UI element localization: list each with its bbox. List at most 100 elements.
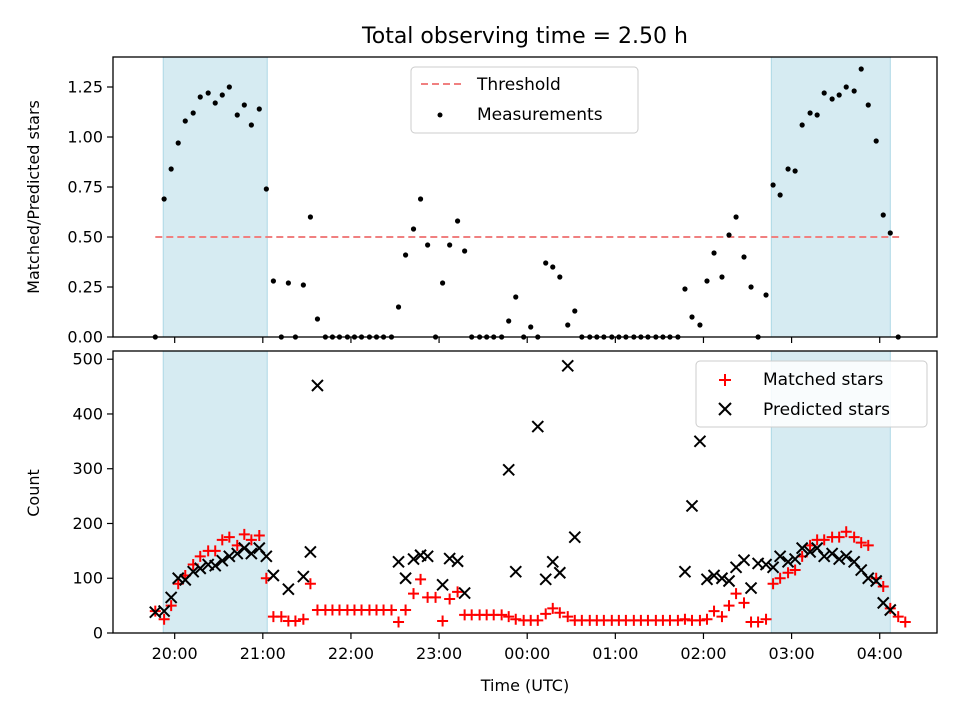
measurement-point <box>543 260 549 266</box>
measurement-point <box>234 112 240 118</box>
predicted-star-point <box>700 573 714 586</box>
matched-star-point <box>209 545 221 557</box>
predicted-star-point <box>773 550 787 563</box>
measurement-point <box>807 110 813 116</box>
x-tick-label: 21:00 <box>240 644 286 663</box>
observing-window-shade <box>162 56 268 338</box>
measurement-point <box>285 280 291 286</box>
matched-star-point <box>877 580 889 592</box>
measurement-point <box>887 230 893 236</box>
measurement-point <box>799 122 805 128</box>
predicted-star-point <box>436 578 449 592</box>
matched-star-point <box>774 572 786 584</box>
y-tick-label: 300 <box>72 459 103 478</box>
predicted-star-point <box>186 565 200 578</box>
matched-star-point <box>275 611 287 623</box>
matched-star-point <box>253 530 265 542</box>
measurement-point <box>168 166 174 172</box>
x-tick-label: 20:00 <box>152 644 198 663</box>
predicted-star-point <box>164 591 178 604</box>
matched-star-point <box>158 613 170 625</box>
matched-star-point <box>855 537 867 549</box>
predicted-star-point <box>678 565 692 578</box>
measurement-point <box>851 88 857 94</box>
measurement-point <box>843 84 849 90</box>
measurement-point <box>300 282 306 288</box>
measurement-point <box>175 140 181 146</box>
predicted-star-point <box>862 572 875 585</box>
matched-star-point <box>833 531 845 543</box>
x-tick-label: 03:00 <box>769 644 815 663</box>
measurement-point <box>704 278 710 284</box>
measurement-point <box>557 274 563 280</box>
predicted-star-point <box>458 586 471 600</box>
predicted-star-point <box>715 572 729 585</box>
predicted-star-point <box>392 555 405 569</box>
y-tick-label: 500 <box>72 350 103 369</box>
x-tick-label: 02:00 <box>680 644 726 663</box>
measurement-point <box>307 214 314 220</box>
matched-star-point <box>393 616 405 628</box>
matched-star-point <box>496 609 508 621</box>
predicted-star-point <box>399 572 412 585</box>
matched-star-point <box>503 611 515 623</box>
matched-star-point <box>892 611 904 623</box>
measurement-point <box>792 168 798 174</box>
predicted-star-point <box>502 463 515 477</box>
predicted-star-point <box>297 570 310 583</box>
predicted-star-point <box>238 541 251 555</box>
matched-star-point <box>238 528 250 540</box>
matched-star-point <box>444 593 456 605</box>
measurement-point <box>770 182 776 188</box>
predicted-star-point <box>531 420 544 433</box>
predicted-star-point <box>722 574 736 588</box>
measurement-point <box>785 166 791 172</box>
measurement-point <box>748 284 754 290</box>
matched-star-point <box>437 615 449 627</box>
matched-star-point <box>701 613 713 625</box>
matched-star-point <box>540 608 552 620</box>
predicted-star-point <box>509 565 522 578</box>
measurement-point <box>454 218 461 224</box>
measurement-point <box>241 102 247 108</box>
matched-star-point <box>194 550 206 562</box>
ratio-plot-ylabel: Matched/Predicted stars <box>24 100 43 294</box>
y-tick-label: 1.00 <box>67 128 103 147</box>
predicted-star-point <box>788 552 802 566</box>
predicted-star-point <box>245 547 258 560</box>
measurement-point <box>395 304 402 310</box>
y-tick-label: 0.25 <box>67 278 103 297</box>
predicted-star-point <box>832 552 846 566</box>
matched-star-point <box>899 616 911 628</box>
matched-star-point <box>415 573 427 585</box>
predicted-star-point <box>561 359 574 372</box>
measurement-point <box>880 212 886 218</box>
matched-star-point <box>818 534 830 546</box>
matched-star-point <box>297 613 309 625</box>
matched-star-point <box>165 600 177 612</box>
matched-star-point <box>408 588 420 600</box>
measurement-point <box>733 214 739 220</box>
predicted-star-point <box>759 558 773 571</box>
count-plot-ylabel: Count <box>24 469 43 517</box>
chart-title: Total observing time = 2.50 h <box>361 24 688 49</box>
predicted-star-point <box>840 550 853 563</box>
predicted-star-point <box>311 379 324 392</box>
measurement-point <box>711 250 717 256</box>
predicted-star-point <box>884 603 897 617</box>
predicted-star-point <box>737 553 751 567</box>
measurement-point <box>697 322 703 328</box>
legend-predicted-label: Predicted stars <box>763 400 890 420</box>
measurement-point <box>182 118 188 124</box>
predicted-star-point <box>157 604 171 618</box>
matched-star-point <box>738 597 750 609</box>
predicted-star-point <box>223 550 236 563</box>
predicted-star-point <box>803 545 817 559</box>
x-tick-label: 04:00 <box>857 644 903 663</box>
measurement-point <box>814 112 820 118</box>
measurement-point <box>858 66 864 72</box>
predicted-star-point <box>194 562 207 575</box>
predicted-star-point <box>231 547 244 560</box>
predicted-star-point <box>869 574 883 588</box>
measurement-point <box>212 100 218 106</box>
